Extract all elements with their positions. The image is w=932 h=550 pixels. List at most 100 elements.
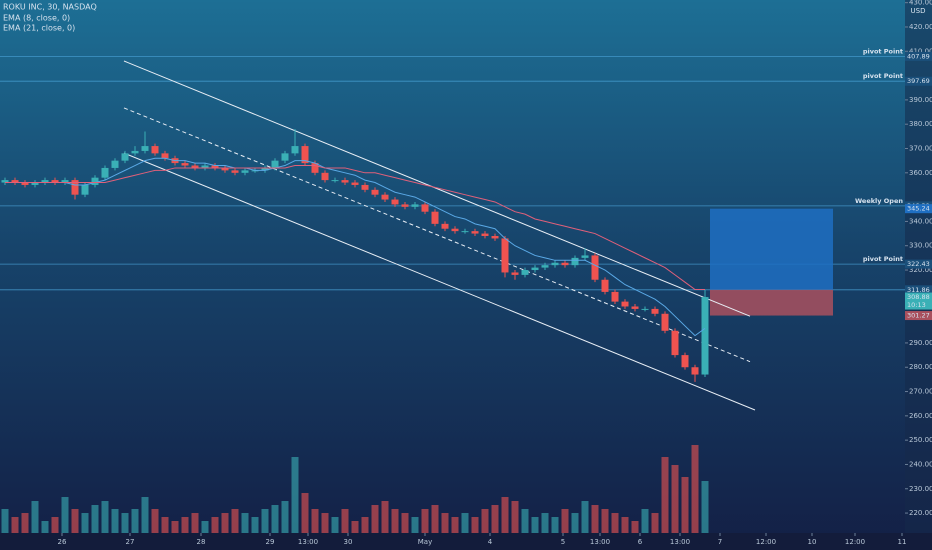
x-tick-label: 30: [344, 538, 353, 546]
level-price: 407.89: [907, 52, 930, 60]
y-tick-label: 270.00: [909, 388, 932, 396]
y-tick-label: 290.00: [909, 339, 932, 347]
candle-body: [1, 180, 9, 183]
chart-title: ROKU INC, 30, NASDAQ: [3, 3, 97, 12]
volume-bar: [121, 513, 129, 533]
last-price: 308.88: [907, 293, 930, 301]
candle-body: [131, 150, 139, 154]
volume-bar: [701, 481, 709, 533]
volume-bar: [581, 501, 589, 533]
candle-body: [141, 146, 149, 151]
volume-bar: [691, 445, 699, 533]
candle-body: [61, 180, 69, 183]
candle-body: [221, 167, 229, 171]
volume-bar: [541, 513, 549, 533]
volume-bar: [171, 521, 179, 533]
volume-bar: [331, 517, 339, 533]
x-tick-label: 13:00: [298, 538, 318, 546]
volume-bar: [531, 517, 539, 533]
last-price-box: [905, 292, 932, 310]
volume-bar: [31, 501, 39, 533]
volume-bar: [571, 513, 579, 533]
x-tick-label: 13:00: [670, 538, 690, 546]
volume-bar: [21, 513, 29, 533]
volume-bar: [521, 509, 529, 533]
trendline: [123, 60, 751, 317]
volume-bar: [201, 521, 209, 533]
axes: 430.00 420.00 410.00 390.00 380.00 370.00 360.…: [58, 0, 932, 546]
x-tick-label: 11: [898, 538, 907, 546]
x-tick-label: 12:00: [756, 538, 776, 546]
candle-body: [521, 270, 529, 275]
level-price-box: [905, 259, 932, 269]
volume-bar: [551, 517, 559, 533]
volume-bar: [41, 521, 49, 533]
candle-body: [161, 153, 169, 159]
y-tick-label: 340.00: [909, 217, 932, 225]
x-tick-label: 27: [126, 538, 135, 546]
candle-body: [681, 355, 689, 368]
y-tick-label: 380.00: [909, 120, 932, 128]
candle-body: [531, 267, 539, 271]
candle-body: [11, 180, 19, 183]
candle-body: [391, 199, 399, 205]
volume-bar: [451, 517, 459, 533]
y-tick-label: 390.00: [909, 96, 932, 104]
x-tick-label: May: [418, 538, 432, 546]
y-tick-label: 410.00: [909, 47, 932, 55]
volume-bar: [101, 501, 109, 533]
volume-bar: [461, 513, 469, 533]
currency: USD: [911, 7, 926, 15]
y-tick-label: 420.00: [909, 23, 932, 31]
volume-bar: [341, 509, 349, 533]
volume-bar: [181, 517, 189, 533]
volume-bar: [671, 465, 679, 533]
volume-bar: [261, 509, 269, 533]
level-label: pivot Point: [863, 47, 903, 55]
y-tick-label: 360.00: [909, 169, 932, 177]
volume-bar: [561, 509, 569, 533]
candle-body: [151, 146, 159, 154]
ema-line: [5, 157, 706, 337]
candle-body: [601, 279, 609, 292]
volume-bar: [191, 513, 199, 533]
x-tick-label: 26: [58, 538, 67, 546]
legend-entry: EMA (8, close, 0): [3, 14, 70, 23]
volume-bar: [381, 501, 389, 533]
candle-body: [111, 160, 119, 168]
candle-body: [541, 265, 549, 268]
candle-body: [571, 257, 579, 266]
volume-bar: [501, 497, 509, 533]
candle-body: [331, 180, 339, 182]
candle-body: [281, 153, 289, 161]
y-tick-label: 330.00: [909, 242, 932, 250]
volume-bar: [621, 517, 629, 533]
y-tick-label: 220.00: [909, 509, 932, 517]
candle-body: [631, 306, 639, 309]
volume-bar: [611, 513, 619, 533]
level-price: 311.86: [907, 286, 930, 294]
y-tick-label: 240.00: [909, 460, 932, 468]
candle-body: [561, 262, 569, 266]
candle-body: [241, 170, 249, 173]
volume-bar: [651, 513, 659, 533]
candle-body: [591, 255, 599, 280]
candle-body: [471, 231, 479, 234]
y-tick-label: 260.00: [909, 412, 932, 420]
volume-bar: [591, 505, 599, 533]
candle-body: [231, 170, 239, 173]
x-tick-label: 29: [266, 538, 275, 546]
volume-bar: [251, 517, 259, 533]
level-label: pivot Point: [863, 255, 903, 263]
volume-bar: [661, 457, 669, 533]
candle-body: [81, 184, 89, 195]
candle-body: [401, 204, 409, 207]
volume-bar: [81, 513, 89, 533]
x-tick-label: 6: [638, 538, 643, 546]
y-tick-label: 320.00: [909, 266, 932, 274]
volume-bar: [291, 457, 299, 533]
stop-zone: [710, 289, 833, 316]
volume-bar: [321, 513, 329, 533]
candle-body: [321, 172, 329, 181]
candle-body: [31, 182, 39, 185]
